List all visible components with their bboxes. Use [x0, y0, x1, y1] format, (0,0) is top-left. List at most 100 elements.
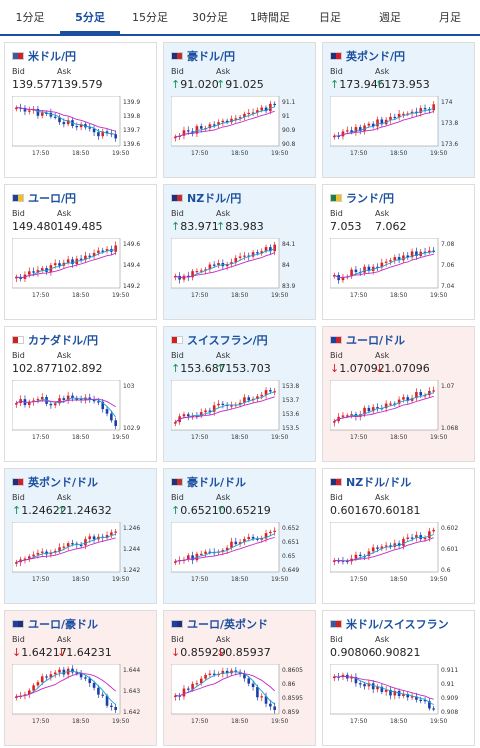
card-title[interactable]: 米ドル/スイスフラン: [330, 616, 449, 632]
candle-body: [88, 397, 92, 400]
pair-name[interactable]: ユーロ/円: [28, 192, 77, 205]
pair-name[interactable]: NZドル/円: [187, 192, 242, 205]
tab-2[interactable]: 15分足: [132, 11, 168, 24]
tab-0[interactable]: 1分足: [15, 11, 45, 24]
card-title[interactable]: ユーロ/英ポンド: [171, 616, 268, 632]
currency-card[interactable]: NZドル/ドル Bid Ask 0.60167 0.60181 0.602 0.601 0.6…: [322, 468, 475, 604]
candle-body: [371, 683, 375, 690]
pair-name[interactable]: 豪ドル/ドル: [187, 476, 247, 489]
candle-body: [337, 560, 340, 562]
pair-name[interactable]: ユーロ/ドル: [346, 334, 406, 347]
currency-card[interactable]: ランド/円 Bid Ask 7.053 7.062 7.08 7.06 7.04 17:50 18…: [322, 184, 475, 320]
candle-body: [199, 553, 203, 556]
tab-3[interactable]: 30分足: [192, 11, 228, 24]
flag-icon: [330, 52, 342, 60]
candle-body: [174, 561, 177, 563]
candle-body: [195, 271, 199, 273]
card-title[interactable]: スイスフラン/円: [171, 332, 268, 348]
currency-card[interactable]: 英ポンド/円 Bid Ask ↑173.946 ↑173.953 174 173.8 173.…: [322, 42, 475, 178]
candle-body: [212, 264, 216, 266]
currency-card[interactable]: 英ポンド/ドル Bid Ask ↑1.24622 ↑1.24632 1.246 1.244 1…: [4, 468, 157, 604]
currency-card[interactable]: 米ドル/円 Bid Ask 139.577 139.579 139.9 139.8 139.7…: [4, 42, 157, 178]
card-title[interactable]: 豪ドル/ドル: [171, 474, 246, 490]
mini-chart[interactable]: 0.8605 0.86 0.8595 0.859 17:50 18:50 19:50: [170, 663, 311, 730]
ma-slow-line: [16, 107, 116, 132]
card-title[interactable]: ユーロ/円: [12, 190, 76, 206]
currency-card[interactable]: スイスフラン/円 Bid Ask ↑153.687 ↑153.703 153.8 153.7…: [163, 326, 316, 462]
mini-chart[interactable]: 0.911 0.91 0.909 0.908 17:50 18:50 19:50: [329, 663, 470, 730]
mini-chart[interactable]: 7.08 7.06 7.04 17:50 18:50 19:50: [329, 237, 470, 304]
card-title[interactable]: ランド/円: [330, 190, 394, 206]
candle-body: [191, 555, 194, 561]
mini-chart[interactable]: 103 102.9 17:50 18:50 19:50: [11, 379, 152, 446]
candle-body: [105, 409, 109, 414]
candle-body: [92, 683, 96, 688]
candle-body: [36, 552, 40, 555]
pair-name[interactable]: ユーロ/豪ドル: [28, 618, 99, 631]
mini-chart[interactable]: 139.9 139.8 139.7 139.6 17:50 18:50 19:50: [11, 95, 152, 162]
tab-7[interactable]: 月足: [439, 11, 461, 24]
pair-name[interactable]: カナダドル/円: [28, 334, 99, 347]
candle-body: [101, 694, 105, 696]
pair-name[interactable]: 米ドル/円: [28, 50, 77, 63]
tab-5[interactable]: 日足: [319, 11, 341, 24]
pair-name[interactable]: 米ドル/スイスフラン: [346, 618, 449, 631]
candle-body: [62, 546, 66, 548]
card-title[interactable]: 英ポンド/ドル: [12, 474, 98, 490]
candle-body: [397, 257, 401, 261]
mini-chart[interactable]: 91.1 91 90.9 90.8 17:50 18:50 19:50: [170, 95, 311, 162]
bid-label: Bid: [12, 209, 25, 218]
pair-name[interactable]: ランド/円: [346, 192, 395, 205]
candle-body: [101, 250, 105, 252]
candle-body: [363, 407, 366, 415]
currency-card[interactable]: ユーロ/英ポンド Bid Ask ↓0.85929 ↓0.85937 0.8605 0.86…: [163, 610, 316, 746]
card-title[interactable]: NZドル/円: [171, 190, 241, 206]
mini-chart[interactable]: 1.644 1.643 1.642 17:50 18:50 19:50: [11, 663, 152, 730]
mini-chart[interactable]: 0.602 0.601 0.6 17:50 18:50 19:50: [329, 521, 470, 588]
mini-chart[interactable]: 149.6 149.4 149.2 17:50 18:50 19:50: [11, 237, 152, 304]
card-title[interactable]: ユーロ/ドル: [330, 332, 405, 348]
pair-name[interactable]: スイスフラン/円: [187, 334, 268, 347]
candle-body: [40, 268, 44, 271]
currency-card[interactable]: ユーロ/豪ドル Bid Ask ↓1.64217 ↓1.64231 1.644 1.643 1…: [4, 610, 157, 746]
tab-4[interactable]: 1時間足: [250, 11, 290, 24]
currency-card[interactable]: カナダドル/円 Bid Ask 102.877 102.892 103 102.9 17:50…: [4, 326, 157, 462]
candle-body: [273, 391, 276, 393]
card-title[interactable]: 英ポンド/円: [330, 48, 405, 64]
currency-card[interactable]: 米ドル/スイスフラン Bid Ask 0.90806 0.90821 0.911 0.91 0…: [322, 610, 475, 746]
pair-name[interactable]: 英ポンド/ドル: [28, 476, 99, 489]
tab-1[interactable]: 5分足: [60, 0, 120, 34]
candle-body: [358, 683, 362, 685]
currency-card[interactable]: ユーロ/円 Bid Ask 149.480 149.485 149.6 149.4 149.2…: [4, 184, 157, 320]
mini-chart[interactable]: 84.1 84 83.9 17:50 18:50 19:50: [170, 237, 311, 304]
pair-name[interactable]: 英ポンド/円: [346, 50, 406, 63]
tab-6[interactable]: 週足: [379, 11, 401, 24]
mini-chart[interactable]: 0.652 0.651 0.65 0.649 17:50 18:50 19:50: [170, 521, 311, 588]
currency-card[interactable]: NZドル/円 Bid Ask ↑83.971 ↑83.983 84.1 84 83.9 17:5…: [163, 184, 316, 320]
currency-card[interactable]: 豪ドル/ドル Bid Ask ↑0.65210 ↑0.65219 0.652 0.651 0.…: [163, 468, 316, 604]
candle-body: [389, 260, 392, 262]
card-title[interactable]: カナダドル/円: [12, 332, 98, 348]
card-title[interactable]: 米ドル/円: [12, 48, 76, 64]
currency-card[interactable]: ユーロ/ドル Bid Ask ↓1.07092 ↓1.07096 1.07 1.068 17:…: [322, 326, 475, 462]
candle-body: [92, 536, 96, 540]
candle-body: [397, 113, 401, 118]
mini-chart[interactable]: 174 173.8 173.6 17:50 18:50 19:50: [329, 95, 470, 162]
candle-body: [406, 694, 410, 698]
card-title[interactable]: 豪ドル/円: [171, 48, 235, 64]
pair-name[interactable]: NZドル/ドル: [346, 476, 412, 489]
ask-value: 0.60181: [375, 504, 421, 517]
pair-name[interactable]: 豪ドル/円: [187, 50, 236, 63]
mini-chart[interactable]: 153.8 153.7 153.6 153.5 17:50 18:50 19:50: [170, 379, 311, 446]
card-title[interactable]: ユーロ/豪ドル: [12, 616, 98, 632]
mini-chart[interactable]: 1.07 1.068 17:50 18:50 19:50: [329, 379, 470, 446]
pair-name[interactable]: ユーロ/英ポンド: [187, 618, 269, 631]
y-tick-label: 173.6: [441, 141, 458, 148]
currency-card[interactable]: 豪ドル/円 Bid Ask ↑91.020 ↑91.025 91.1 91 90.9 90.8 1…: [163, 42, 316, 178]
candle-body: [186, 555, 190, 560]
card-title[interactable]: NZドル/ドル: [330, 474, 411, 490]
candle-body: [393, 116, 397, 119]
x-tick-label: 17:50: [350, 576, 367, 583]
mini-chart[interactable]: 1.246 1.244 1.242 17:50 18:50 19:50: [11, 521, 152, 588]
candle-body: [32, 271, 35, 273]
